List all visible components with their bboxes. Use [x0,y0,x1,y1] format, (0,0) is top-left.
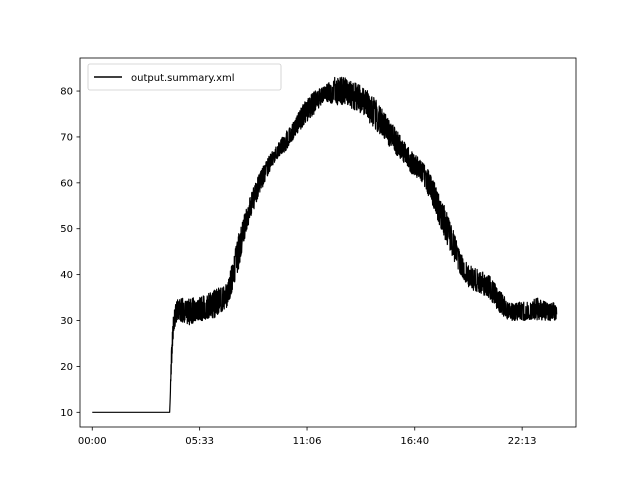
y-tick-label: 50 [60,224,73,235]
x-tick-label: 05:33 [185,436,214,447]
legend: output.summary.xml [87,63,282,91]
y-tick-label: 70 [60,132,73,143]
legend-label-output-summary: output.summary.xml [131,73,235,84]
y-tick-label: 80 [60,87,73,98]
series-layer [91,76,558,413]
y-tick-label: 20 [60,362,73,373]
x-tick-label: 22:13 [508,436,537,447]
plot-frame [79,57,577,428]
x-tick-label: 16:40 [400,436,429,447]
y-tick-label: 30 [60,316,73,327]
series-line-0 [91,76,558,413]
x-tick-label: 11:06 [293,436,322,447]
ticks-layer: 00:00 05:33 11:06 16:40 22:13 10 20 30 40 50 60 70 8… [60,87,536,447]
y-tick-label: 60 [60,178,73,189]
y-tick-label: 40 [60,270,73,281]
legend-box [87,63,282,91]
x-tick-label: 00:00 [78,436,107,447]
y-tick-label: 10 [60,408,73,419]
